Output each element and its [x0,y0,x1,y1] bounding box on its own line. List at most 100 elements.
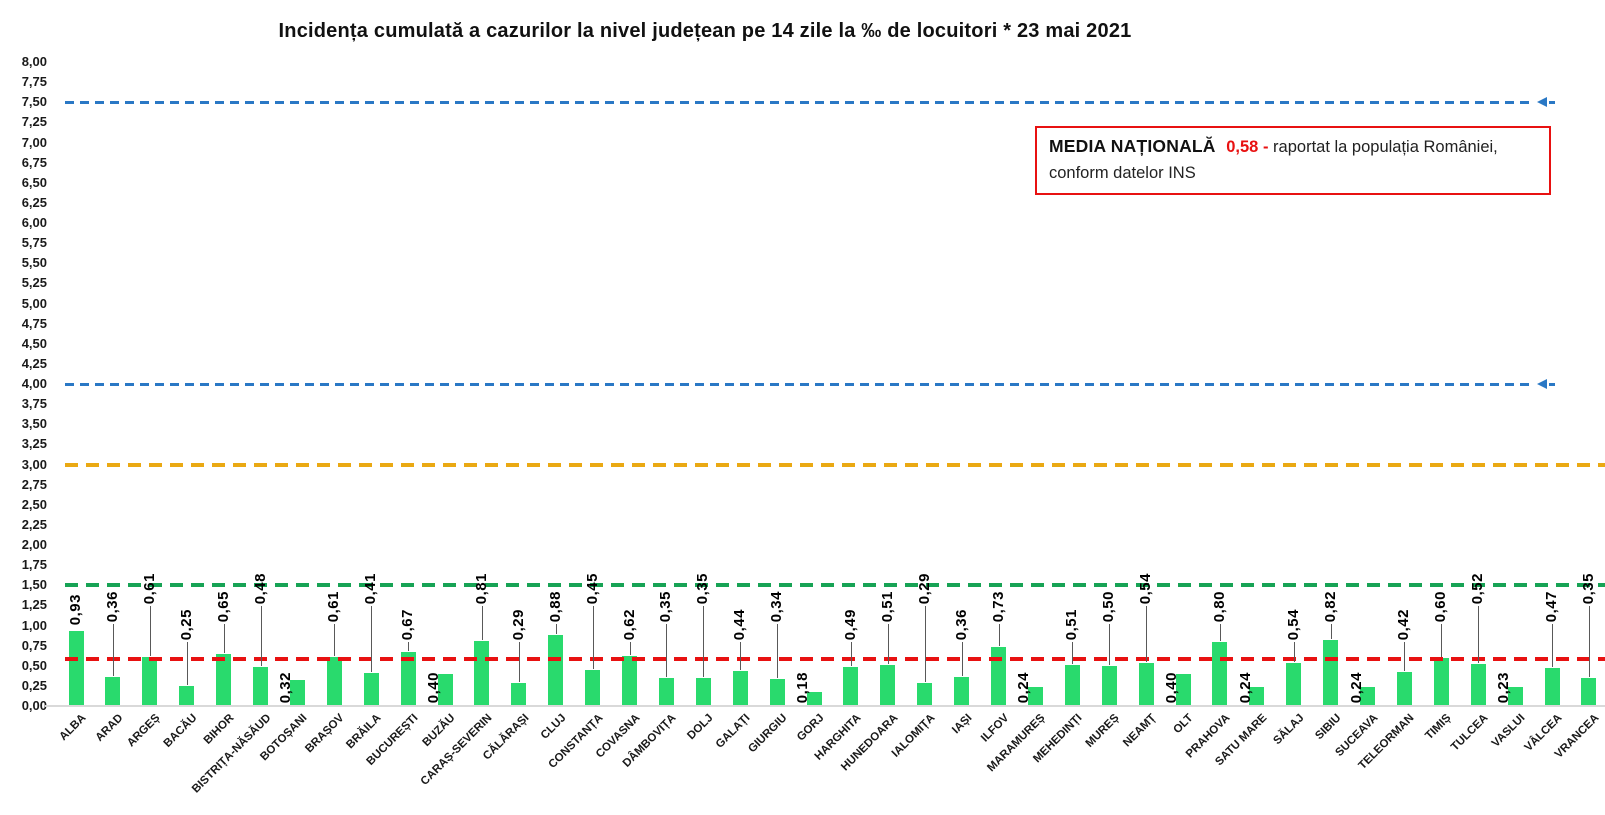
y-axis-tick: 6,25 [21,194,47,210]
leader-line [1588,606,1590,677]
bar-value-label: 0,48 [251,572,269,604]
leader-line [1219,624,1221,641]
bar [1581,677,1597,705]
bar-value-label: 0,50 [1100,590,1118,622]
callout-label: MEDIA NAȚIONALĂ [1049,136,1216,156]
bar-value-label: 0,24 [1347,671,1365,703]
threshold-1-50 [65,583,1605,588]
bar [511,682,527,705]
leader-line [1404,642,1406,672]
bar-value-label: 0,80 [1210,590,1228,622]
bar-value-label: 0,73 [989,590,1007,622]
y-axis-tick: 6,50 [21,174,47,190]
bar [1249,686,1265,705]
bar [105,677,121,705]
leader-line [924,606,926,682]
bar-value-label: 0,24 [1236,671,1254,703]
arrowhead-icon [1537,96,1547,107]
bar [363,672,379,705]
bar [1323,639,1339,705]
bar-value-label: 0,93 [67,593,84,626]
callout-value: 0,58 - [1226,138,1269,156]
y-axis-tick: 7,75 [21,74,47,90]
bar [732,670,748,705]
y-axis-tick: 0,50 [21,657,47,673]
x-axis-line [45,705,1605,707]
leader-line [1293,642,1295,662]
bar-value-label: 0,44 [731,608,749,640]
bar [1286,662,1302,705]
leader-line [149,606,151,656]
y-axis-tick: 7,50 [21,94,47,110]
y-axis-tick: 4,00 [21,376,47,391]
bar-value-label: 0,47 [1543,590,1560,622]
bar [1064,664,1080,705]
bar-value-label: 0,65 [214,590,232,622]
leader-line [592,606,594,669]
leader-line [1072,642,1074,664]
leader-line [1552,624,1553,668]
bar [695,677,711,705]
bar [179,685,195,705]
bar [1212,641,1228,705]
y-axis-tick: 0,25 [21,677,47,693]
bar-value-label: 0,40 [425,671,442,703]
bar [142,656,158,705]
y-axis-tick: 3,50 [21,416,47,432]
bar-value-label: 0,51 [1063,608,1081,640]
bar-value-label: 0,40 [1163,671,1180,703]
bar-value-label: 0,54 [1137,572,1155,604]
threshold-7-50 [65,100,1535,104]
bar-value-label: 0,67 [399,608,417,640]
bar-value-label: 0,62 [620,608,638,640]
y-axis-tick: 8,00 [21,54,47,69]
bar [1360,686,1375,705]
bar [326,656,342,705]
bar [1507,687,1523,705]
bar [843,666,859,705]
y-axis-tick: 5,00 [21,295,47,311]
bar [68,631,84,705]
leader-line [666,624,668,677]
bar-value-label: 0,23 [1495,671,1513,703]
leader-line [1478,606,1480,664]
y-axis-tick: 5,25 [21,275,47,291]
bar-value-label: 0,29 [915,572,933,604]
leader-line [887,624,889,664]
bar [1396,672,1412,705]
bar-value-label: 0,88 [546,590,564,622]
y-axis-tick: 2,50 [21,496,47,512]
leader-line [1146,606,1148,662]
leader-line [481,606,483,640]
bar-value-label: 0,41 [362,572,380,604]
leader-line [961,642,963,677]
bar-value-label: 0,45 [583,572,601,604]
threshold-3-00 [65,462,1605,467]
bar [658,677,674,705]
chart-title: Incidența cumulată a cazurilor la nivel … [278,20,1132,42]
bar [1101,665,1117,705]
leader-line [777,624,779,678]
arrow-tail [1549,382,1555,386]
y-axis-tick: 4,75 [21,315,47,331]
bar-value-label: 0,35 [694,572,712,604]
bar [917,682,933,705]
bar [1138,662,1154,705]
leader-line [408,642,410,652]
county-label: VRANCEA [1552,712,1602,761]
leader-line [112,624,114,677]
bar-value-label: 0,32 [277,671,295,703]
bar-value-label: 0,61 [140,572,158,604]
leader-line [260,606,262,667]
leader-line [629,642,631,656]
leader-line [1109,624,1111,665]
bar-value-label: 0,54 [1284,608,1302,640]
bar [1433,657,1449,705]
bar [253,667,268,705]
y-axis-tick: 6,00 [21,215,47,230]
bar-value-label: 0,34 [768,590,786,622]
y-axis-tick: 7,00 [21,134,47,150]
bar-value-label: 0,52 [1469,572,1487,604]
bar [548,635,564,705]
y-axis-tick: 2,25 [21,516,47,532]
